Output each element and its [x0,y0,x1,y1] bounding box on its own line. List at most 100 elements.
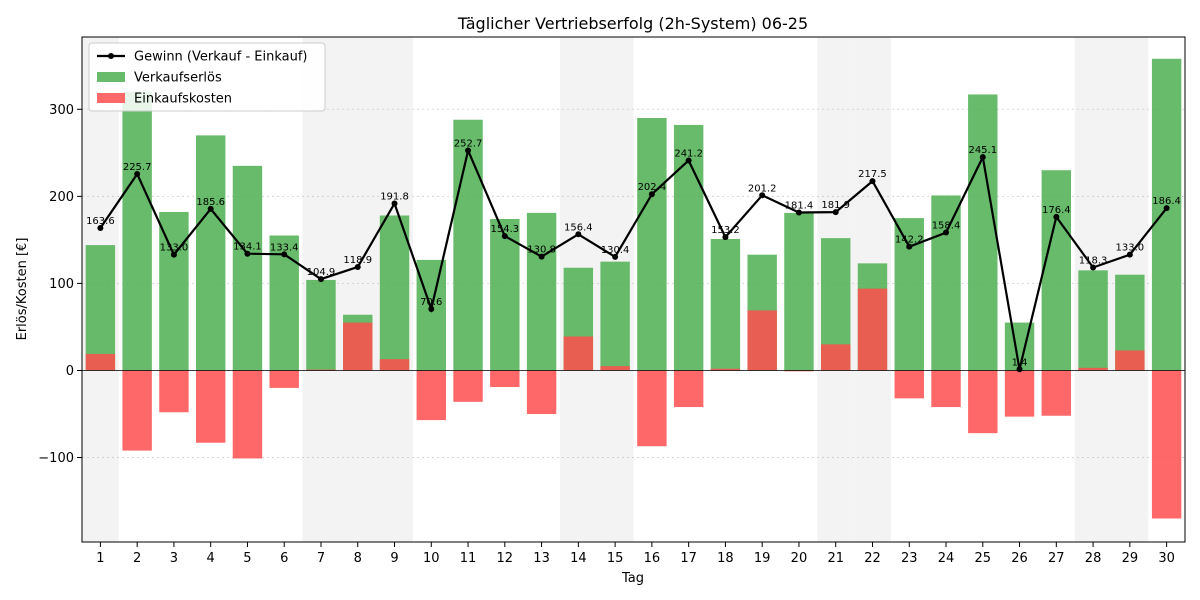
legend-entry: Gewinn (Verkauf - Einkauf) [134,50,307,65]
plot-area: 163.6 225.7 133.0 185.6 134.1 133.4 104.9 118.9… [38,36,1186,566]
y-tick-label: 200 [49,190,74,205]
profit-point [906,243,913,250]
cost-bar [710,368,741,371]
x-tick-label: 13 [533,551,550,566]
cost-bar [894,370,924,399]
sales-bar [195,135,226,371]
cost-bar [931,370,961,408]
x-tick-label: 5 [243,551,251,566]
cost-bar [526,370,557,415]
x-tick-label: 23 [901,551,918,566]
profit-point [281,251,288,258]
profit-point [759,192,766,199]
cost-bar [600,366,630,371]
profit-data-label: 201.2 [748,183,777,194]
sales-bar [600,261,630,371]
profit-data-label: 252.7 [454,138,483,149]
x-tick-label: 22 [864,551,881,566]
profit-data-label: 163.6 [86,216,115,227]
x-tick-label: 4 [207,551,215,566]
legend: Gewinn (Verkauf - Einkauf) Verkaufserlös E… [88,42,326,112]
cost-bar [306,369,336,371]
profit-point [1126,251,1133,258]
profit-point [832,209,839,216]
cost-bar [490,370,520,388]
x-tick-label: 19 [754,551,771,566]
profit-point [648,191,655,198]
profit-point [1090,264,1097,271]
cost-bar [1004,370,1035,417]
profit-point [795,209,802,216]
profit-data-label: 156.4 [564,222,593,233]
profit-data-label: 118.9 [343,255,372,266]
profit-data-label: 181.4 [785,201,814,212]
profit-data-label: 118.3 [1079,255,1108,266]
cost-bar [343,322,373,371]
x-tick-label: 20 [791,551,808,566]
cost-bar [821,344,851,371]
x-tick-label: 21 [827,551,844,566]
profit-point [207,205,214,212]
cost-bar [85,353,116,371]
profit-data-label: 191.8 [380,191,409,202]
x-tick-label: 16 [644,551,661,566]
profit-point [244,250,251,257]
sales-bar [710,239,741,371]
x-tick-label: 11 [460,551,477,566]
cost-bar [1041,370,1072,416]
legend-entry: Einkaufskosten [134,92,232,107]
sales-bar [526,212,557,371]
sales-bar [232,165,263,371]
legend-entry: Verkaufserlös [134,71,222,86]
x-tick-label: 30 [1158,551,1175,566]
profit-data-label: 133.0 [160,243,189,254]
profit-data-label: 153.2 [711,225,740,236]
profit-point [943,229,950,236]
cost-bar [195,370,226,443]
x-tick-label: 29 [1122,551,1139,566]
x-tick-label: 2 [133,551,141,566]
sales-bar [159,212,189,371]
profit-line [99,146,1168,370]
y-tick-label: 100 [49,277,74,292]
y-tick-label: −100 [38,451,74,466]
axes-frame [81,36,1186,543]
cost-bar [379,359,410,371]
cost-bar [637,370,667,447]
profit-point [722,234,729,241]
x-tick-label: 28 [1085,551,1102,566]
cost-bar [122,370,152,451]
profit-point [538,253,545,260]
profit-data-label: 1.4 [1012,357,1028,368]
profit-point [170,251,177,258]
x-tick-label: 7 [317,551,325,566]
profit-data-label: 241.2 [674,148,703,159]
sales-bar [1041,170,1072,371]
cost-bar [1078,367,1108,371]
x-tick-label: 10 [423,551,440,566]
sales-bar [637,117,667,371]
profit-data-label: 245.1 [968,145,997,156]
sales-bar [490,218,520,371]
sales-bar [931,195,961,371]
sales-bar [379,215,410,371]
sales-bar [122,91,152,371]
sales-bar [269,235,299,371]
cost-bar [1115,350,1145,371]
x-tick-label: 3 [170,551,178,566]
x-tick-label: 25 [975,551,992,566]
legend-marker [108,53,114,59]
x-tick-label: 8 [354,551,362,566]
cost-bar [747,310,777,371]
sales-bar [968,94,998,371]
profit-data-label: 217.5 [858,169,887,180]
profit-data-label: 133.0 [1116,243,1145,254]
profit-data-label: 202.4 [638,182,667,193]
profit-point [501,233,508,240]
profit-data-label: 186.4 [1152,196,1181,207]
x-tick-label: 15 [607,551,624,566]
profit-point [1163,205,1170,212]
profit-point [575,231,582,238]
sales-bar [673,124,704,371]
